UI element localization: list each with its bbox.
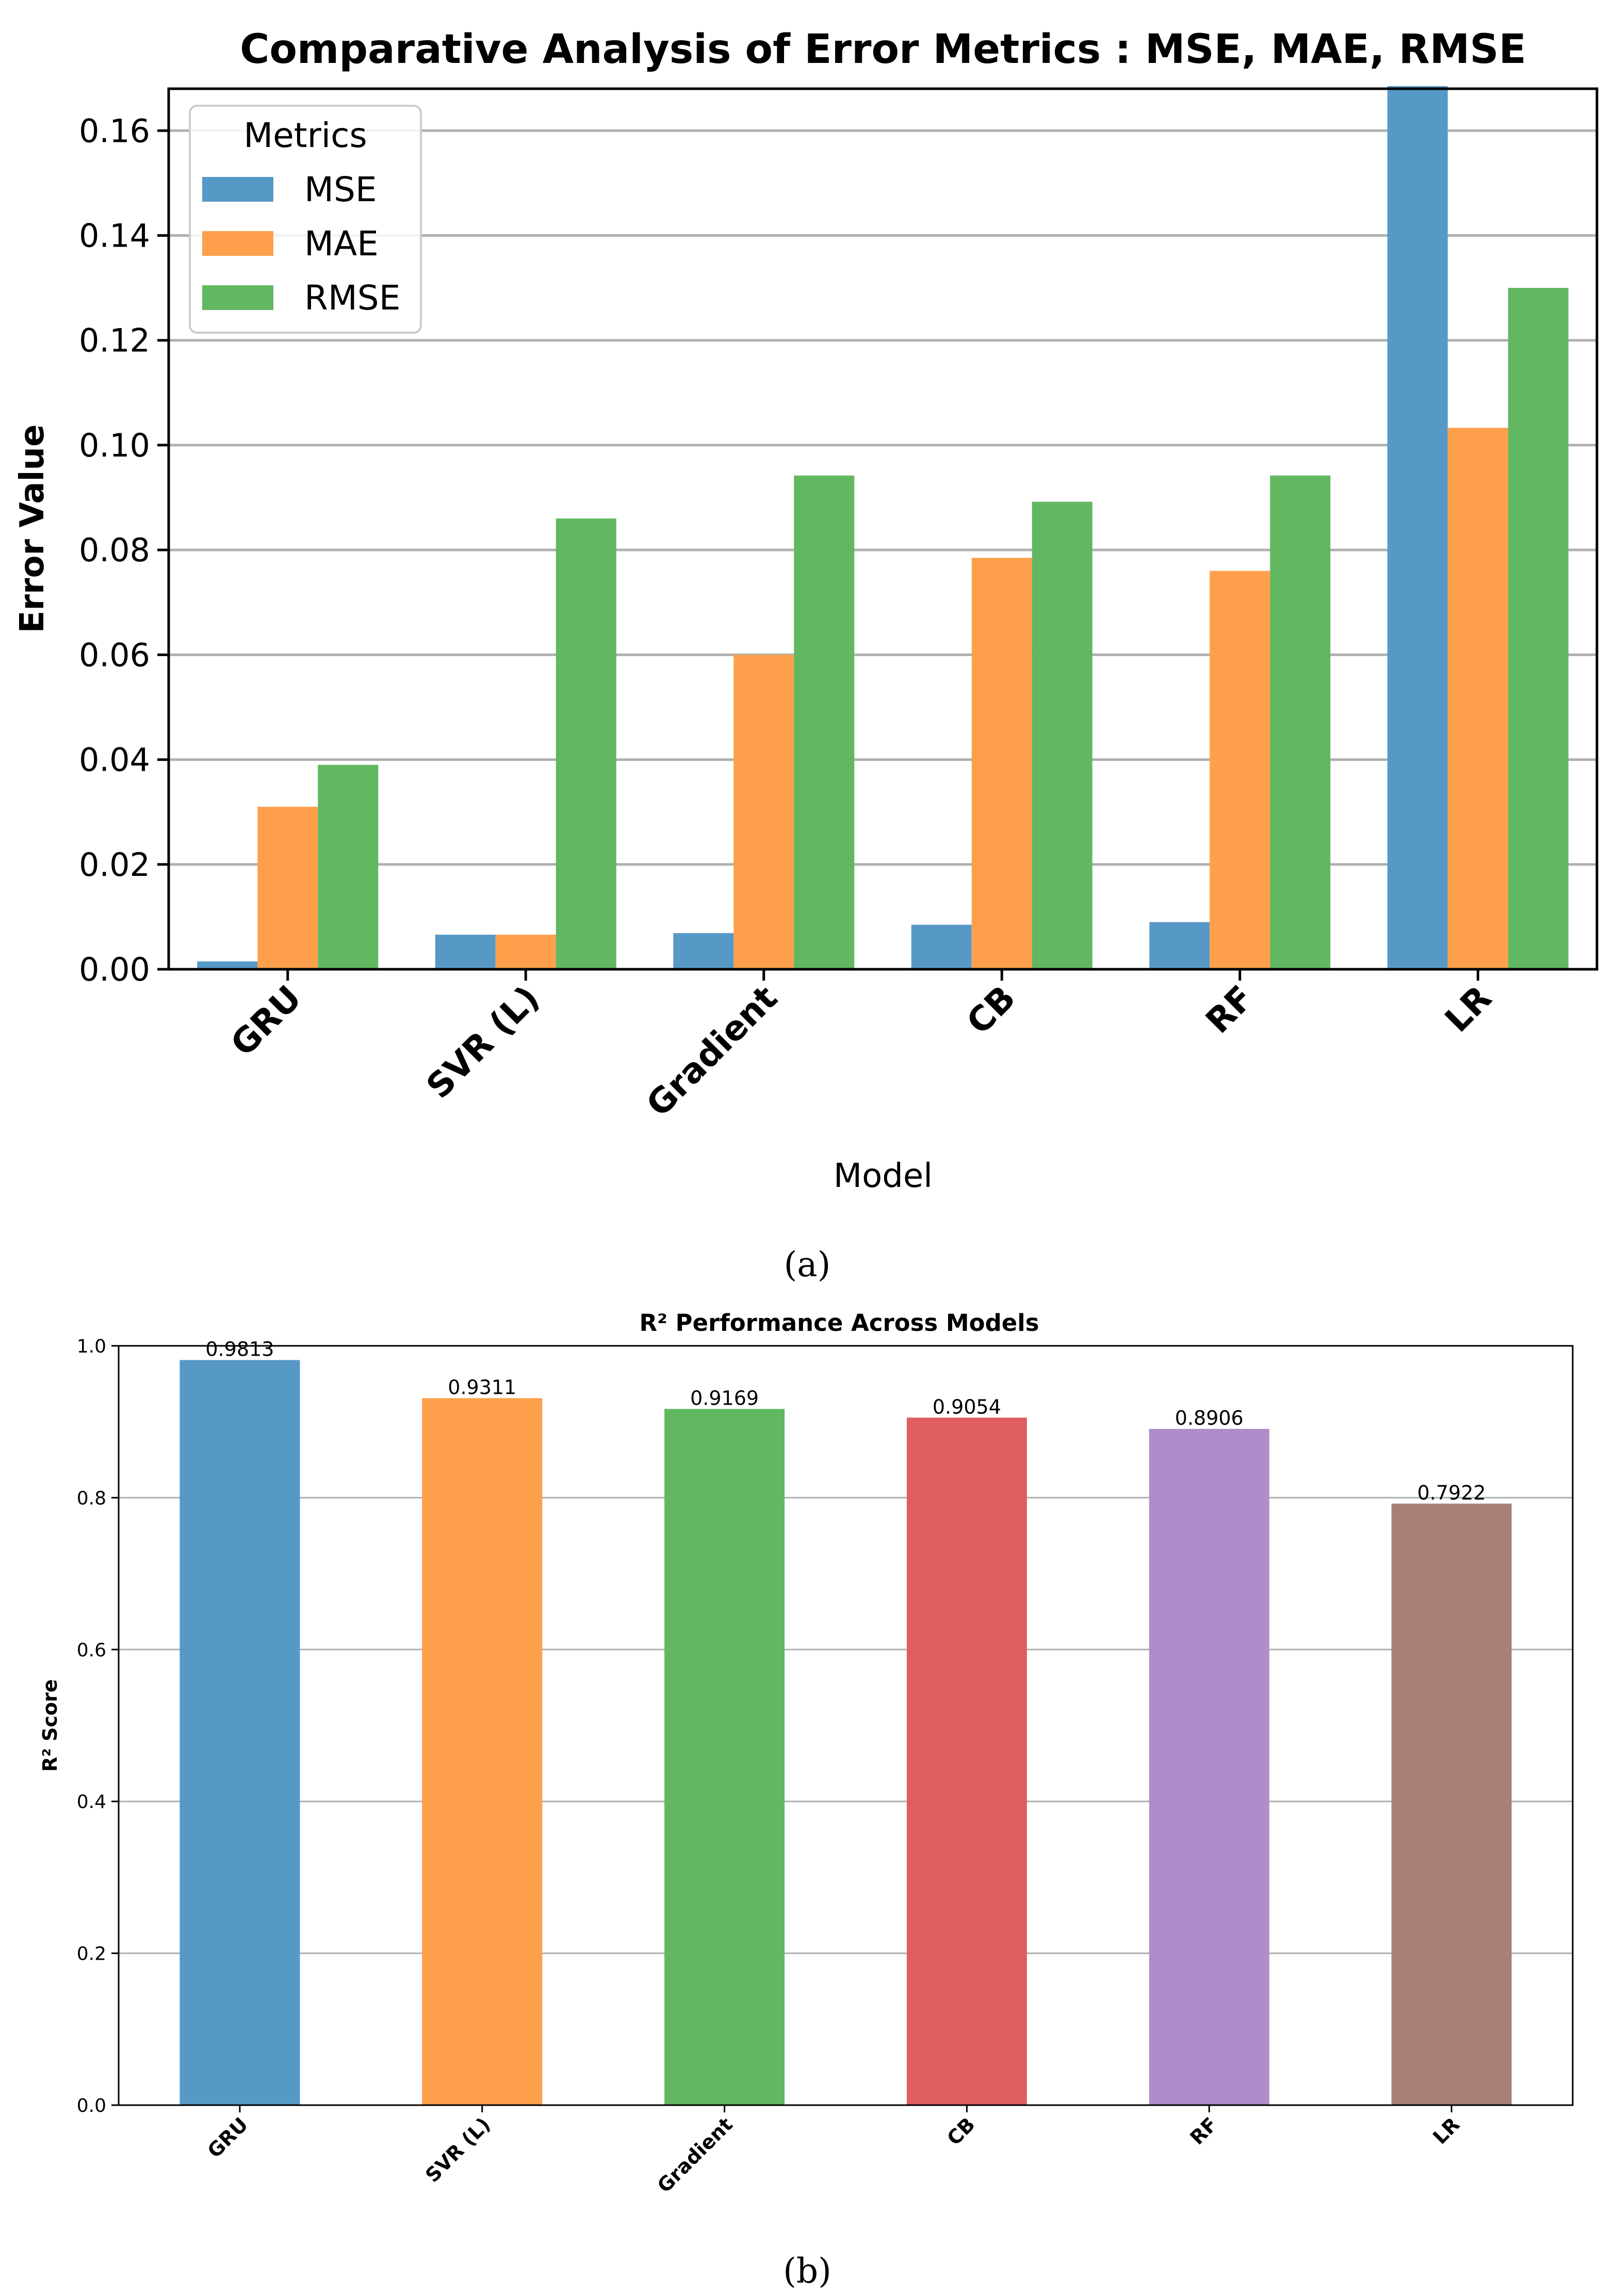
x-tick-label: SVR (L) (421, 2113, 495, 2187)
chart-a-gridlines (169, 129, 1597, 971)
data-label: 0.9169 (690, 1387, 759, 1409)
bar-mse (435, 934, 496, 969)
chart-b-y-axis: 0.0 0.2 0.4 0.6 0.8 1.0 (77, 1336, 119, 2116)
y-tick-label: 0.4 (77, 1792, 106, 1813)
data-label: 0.9311 (448, 1376, 516, 1398)
y-tick-label: 0.08 (79, 531, 150, 569)
y-tick-label: 0.0 (77, 2095, 106, 2116)
chart-a-legend: Metrics MSE MAE RMSE (189, 105, 422, 334)
bar-rmse (556, 518, 616, 969)
chart-b-gridlines (119, 1345, 1573, 2106)
bar-mae (971, 558, 1032, 969)
legend-label-rmse: RMSE (304, 278, 400, 318)
bar-mse (911, 924, 972, 969)
x-tick-label: RF (1185, 2113, 1221, 2149)
bar-r2 (1391, 1503, 1512, 2105)
y-tick-label: 0.16 (79, 112, 150, 150)
x-tick-label: CB (959, 978, 1023, 1042)
legend-swatch-rmse (202, 285, 273, 310)
bar-r2 (180, 1360, 300, 2105)
caption-a: (a) (784, 1245, 831, 1284)
x-tick-label: Gradient (639, 978, 785, 1125)
bar-mse (1387, 86, 1448, 969)
legend-swatch-mse (202, 177, 273, 202)
bar-rmse (1032, 501, 1092, 969)
y-tick-label: 0.12 (79, 322, 150, 360)
bar-rmse (1508, 288, 1569, 969)
chart-a-title: Comparative Analysis of Error Metrics : … (240, 26, 1526, 73)
data-label: 0.9054 (933, 1395, 1001, 1418)
chart-a-plot-frame (167, 87, 1598, 971)
y-tick-label: 0.06 (79, 636, 150, 674)
x-tick-label: GRU (223, 978, 309, 1064)
bar-mse (197, 961, 258, 969)
bar-mse (1149, 922, 1210, 969)
y-tick-label: 0.14 (79, 217, 150, 255)
bar-r2 (906, 1418, 1027, 2105)
data-label: 0.7922 (1417, 1481, 1486, 1504)
legend-title: Metrics (243, 116, 367, 155)
bar-mae (733, 655, 794, 969)
data-label: 0.9813 (205, 1338, 274, 1361)
chart-b-data-labels: 0.9813 0.9311 0.9169 0.9054 0.8906 0.7922 (205, 1338, 1486, 1504)
bar-r2 (664, 1409, 785, 2105)
y-tick-label: 1.0 (77, 1336, 106, 1357)
y-tick-label: 0.10 (79, 427, 150, 464)
error-metrics-chart: Comparative Analysis of Error Metrics : … (13, 26, 1598, 1195)
y-tick-label: 0.8 (77, 1488, 106, 1509)
y-tick-label: 0.04 (79, 741, 150, 779)
bar-mae (495, 934, 556, 969)
y-tick-label: 0.00 (79, 951, 150, 988)
legend-label-mae: MAE (304, 224, 379, 264)
bar-rmse (1270, 475, 1331, 969)
y-tick-label: 0.2 (77, 1944, 106, 1965)
chart-a-y-axis: 0.00 0.02 0.04 0.06 0.08 0.10 0.12 0.14 0.16 (79, 112, 169, 988)
bar-r2 (422, 1398, 543, 2105)
x-tick-label: SVR (L) (419, 978, 547, 1106)
bar-mae (1447, 428, 1508, 969)
legend-label-mse: MSE (304, 170, 377, 209)
caption-b: (b) (783, 2251, 831, 2291)
chart-b-title: R² Performance Across Models (639, 1309, 1039, 1337)
chart-b-bars (180, 1360, 1512, 2105)
chart-b-y-label: R² Score (39, 1679, 61, 1772)
chart-a-x-axis: GRU SVR (L) Gradient CB RF LR (223, 969, 1499, 1125)
data-label: 0.8906 (1175, 1407, 1244, 1429)
chart-a-y-label: Error Value (13, 425, 52, 633)
chart-a-x-label: Model (834, 1157, 933, 1195)
chart-b-plot-frame (118, 1345, 1574, 2106)
chart-a-bars (197, 86, 1569, 969)
x-tick-label: GRU (203, 2113, 253, 2162)
legend-swatch-mae (202, 231, 273, 256)
bar-rmse (318, 764, 379, 969)
bar-mse (673, 933, 734, 969)
y-tick-label: 0.02 (79, 846, 150, 884)
x-tick-label: LR (1437, 978, 1499, 1040)
bar-mae (1210, 571, 1270, 969)
x-tick-label: LR (1429, 2113, 1464, 2148)
bar-r2 (1149, 1429, 1269, 2105)
bar-rmse (794, 475, 855, 969)
r2-chart: R² Performance Across Models 0.9813 0.931… (39, 1309, 1574, 2197)
x-tick-label: Gradient (653, 2113, 737, 2197)
x-tick-label: CB (942, 2113, 979, 2150)
x-tick-label: RF (1198, 978, 1261, 1041)
legend-frame (189, 105, 422, 334)
y-tick-label: 0.6 (77, 1640, 106, 1661)
chart-b-x-axis: GRU SVR (L) Gradient CB RF LR (203, 2105, 1464, 2197)
bar-mae (257, 807, 318, 969)
